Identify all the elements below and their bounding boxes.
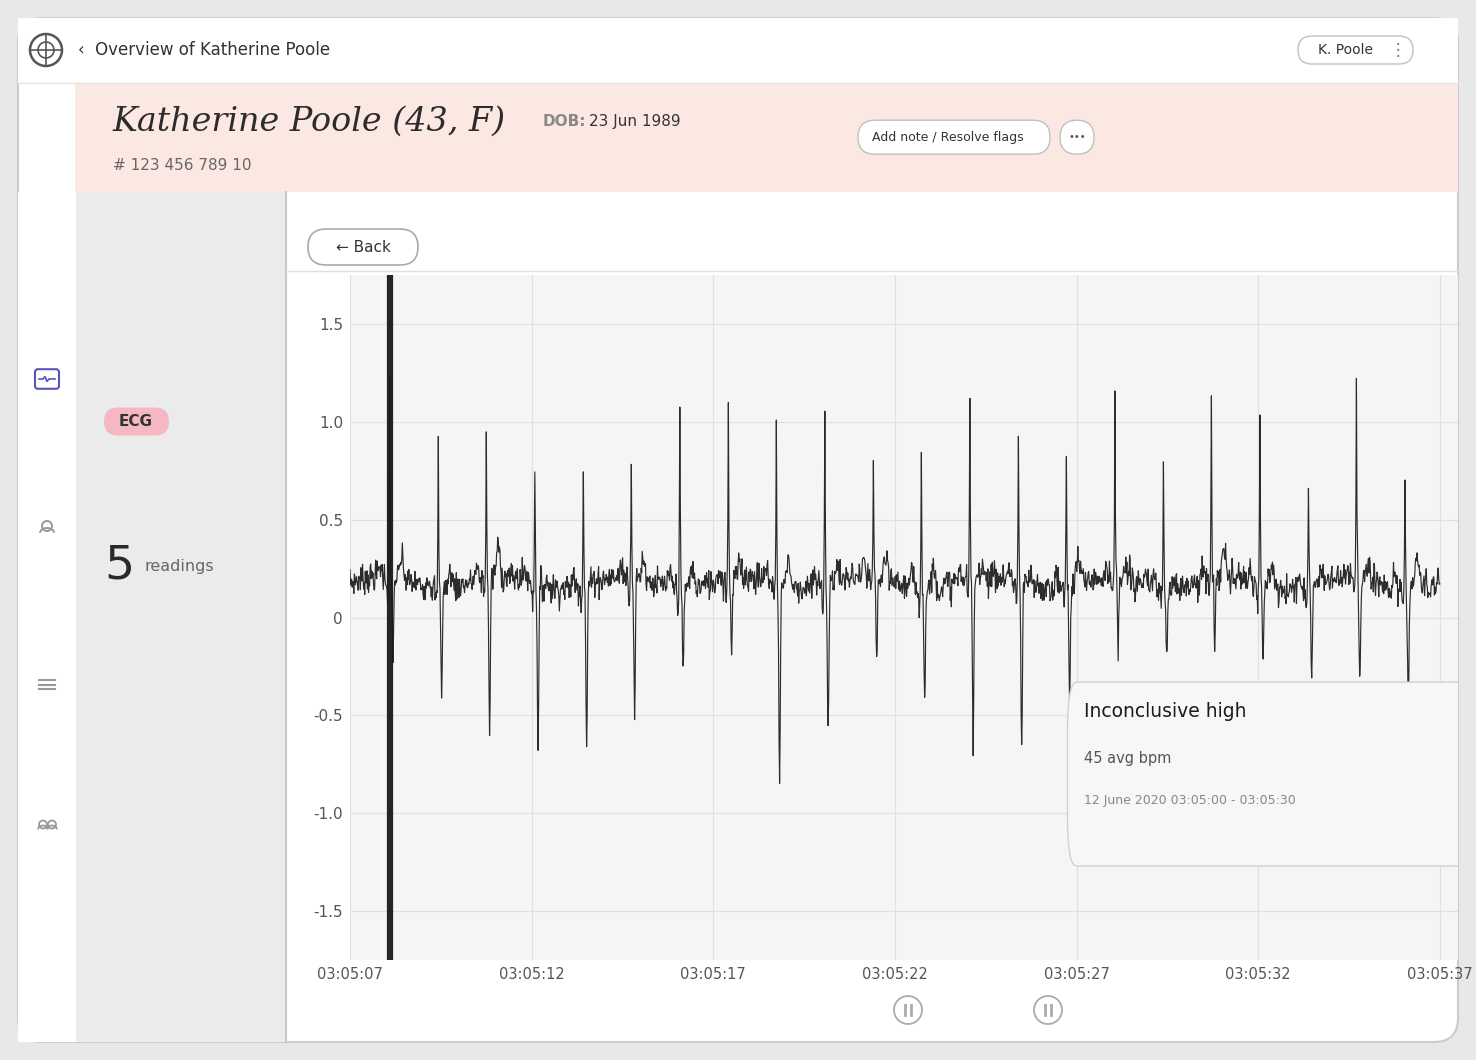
Text: DOB:: DOB: — [543, 114, 586, 129]
Text: 23 Jun 1989: 23 Jun 1989 — [589, 114, 680, 129]
Text: ‹  Overview of Katherine Poole: ‹ Overview of Katherine Poole — [78, 41, 331, 59]
FancyBboxPatch shape — [1067, 682, 1476, 866]
Text: readings: readings — [145, 559, 214, 573]
Text: ⋮: ⋮ — [1390, 41, 1407, 59]
Text: •••: ••• — [1069, 132, 1086, 142]
Text: Add note / Resolve flags: Add note / Resolve flags — [872, 130, 1024, 144]
Bar — [75, 84, 1458, 192]
FancyBboxPatch shape — [1297, 36, 1413, 64]
Text: # 123 456 789 10: # 123 456 789 10 — [114, 158, 251, 173]
Text: Inconclusive high: Inconclusive high — [1083, 702, 1246, 721]
FancyBboxPatch shape — [1060, 120, 1094, 154]
Text: Katherine Poole (43, F): Katherine Poole (43, F) — [114, 106, 506, 138]
Text: 5: 5 — [103, 544, 134, 588]
Text: 45 avg bpm: 45 avg bpm — [1083, 750, 1170, 765]
Text: ECG: ECG — [120, 414, 154, 429]
FancyBboxPatch shape — [308, 229, 418, 265]
FancyBboxPatch shape — [18, 18, 1458, 1042]
Text: ← Back: ← Back — [335, 240, 391, 254]
Text: K. Poole: K. Poole — [1318, 43, 1374, 57]
Bar — [75, 192, 286, 1042]
Bar — [18, 192, 75, 1042]
FancyBboxPatch shape — [103, 407, 168, 436]
Bar — [18, 18, 1458, 83]
FancyBboxPatch shape — [858, 120, 1049, 154]
Text: 12 June 2020 03:05:00 - 03:05:30: 12 June 2020 03:05:00 - 03:05:30 — [1083, 794, 1296, 807]
